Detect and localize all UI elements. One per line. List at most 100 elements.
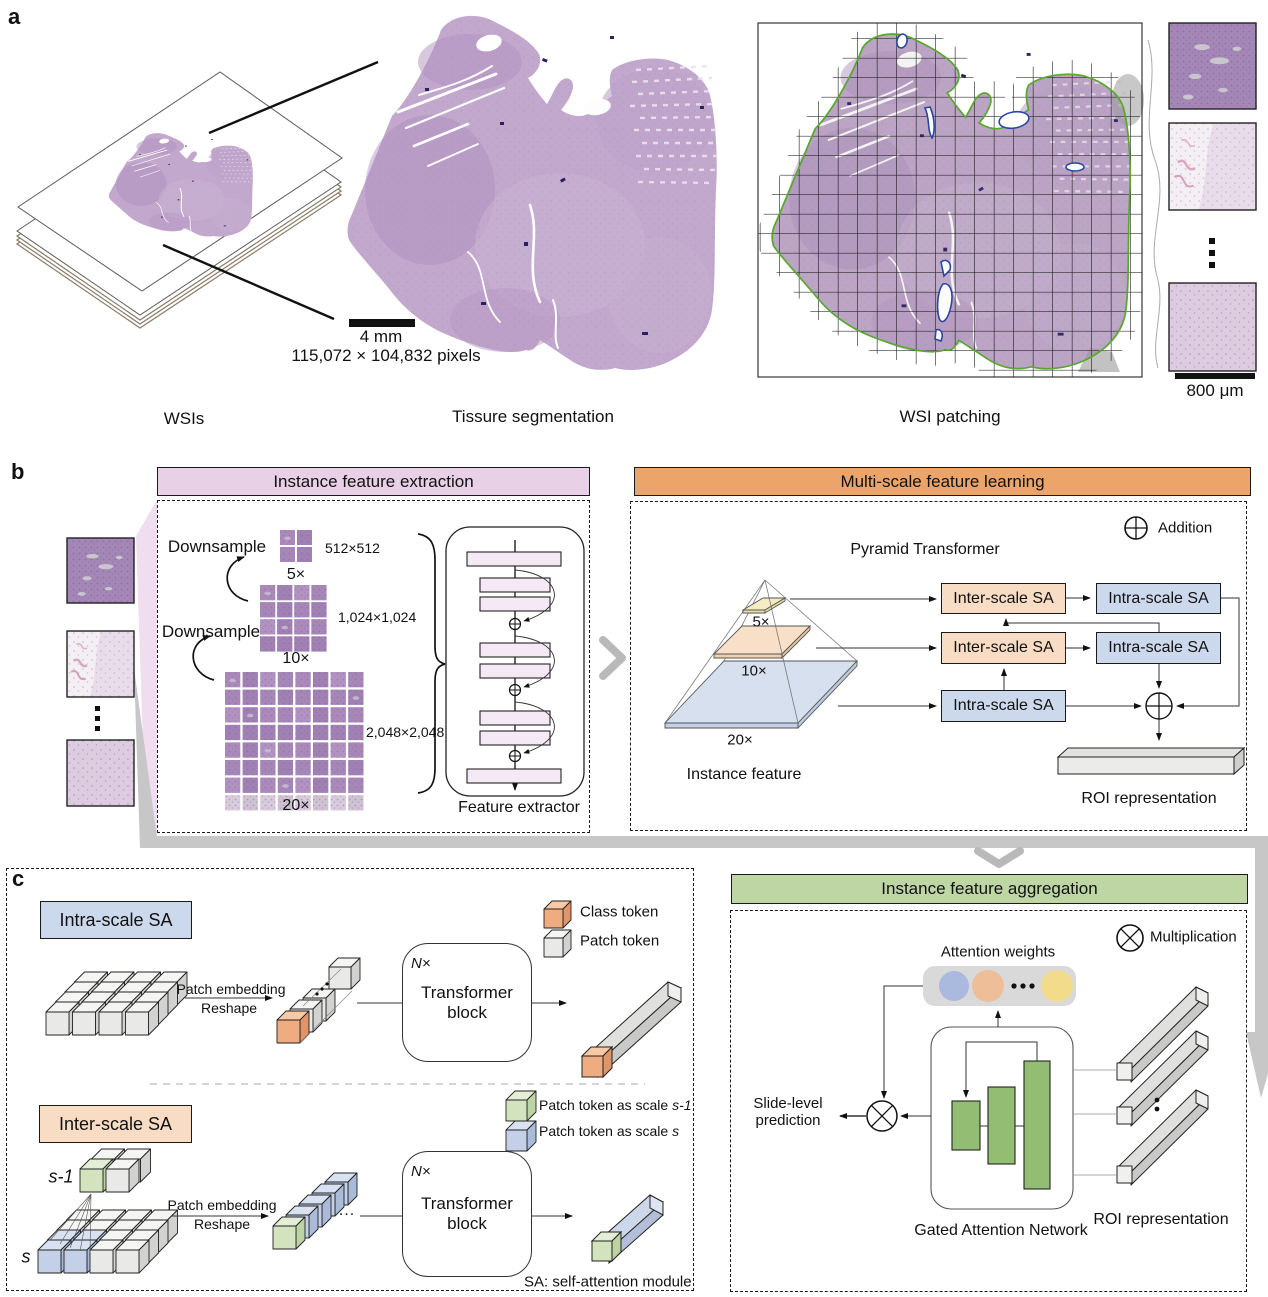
scale-bar-4mm [349, 319, 415, 327]
multiscale-grids [225, 530, 364, 811]
addition-legend-label: Addition [1158, 519, 1213, 537]
multiplication-node [866, 1100, 898, 1132]
multiscale-connections [790, 595, 1240, 741]
multiplication-icon [1116, 924, 1144, 952]
inter-scale-cur-tokens [37, 1209, 178, 1274]
ellipsis-a-column [1209, 238, 1215, 268]
pyramid-transformer-label: Pyramid Transformer [850, 540, 1000, 558]
pyramid-5x-label: 5× [752, 613, 770, 631]
intra-flow-lines [185, 995, 567, 1006]
caption-wsis: WSIs [163, 409, 205, 429]
caption-segmentation: Tissure segmentation [452, 407, 614, 427]
inter-output-bar [590, 1194, 664, 1265]
pixel-dimensions-label: 115,072 × 104,832 pixels [291, 346, 481, 366]
panel-c-label: c [12, 866, 25, 891]
roi-bars-dots [1154, 1097, 1160, 1112]
pyramid-20x-label: 20× [727, 731, 753, 749]
wsi-slide-stack [15, 60, 379, 329]
pyramid-10x-label: 10× [741, 662, 767, 680]
attention-weights-pill [923, 966, 1076, 1006]
inter-scale-sa-title-box: Inter-scale SA [39, 1105, 192, 1143]
patch-embedding-label-1: Patch embedding [176, 980, 286, 997]
inter-scale-prev-tokens [79, 1148, 151, 1193]
scale-bar-800um [1175, 373, 1255, 379]
addition-node [1145, 692, 1173, 720]
mag-10x-label: 10× [282, 649, 310, 667]
n-times-label-2: N× [411, 1163, 431, 1180]
curly-brace [417, 533, 446, 794]
size-512-label: 512×512 [325, 540, 380, 556]
aggregation-connections [839, 985, 1116, 1176]
slide-level-prediction-label: Slide-level prediction [753, 1094, 823, 1129]
intra-sequence-dots [315, 982, 329, 996]
roi-bar-b [1056, 746, 1246, 776]
flow-chevron-down [974, 847, 1024, 868]
inter-sequence-ellipsis: ... [338, 1201, 356, 1219]
extraction-header: Instance feature extraction [157, 467, 590, 496]
gated-attention-network-label: Gated Attention Network [914, 1221, 1088, 1239]
feature-extractor-label: Feature extractor [458, 798, 580, 816]
roi-bars-c [1116, 986, 1209, 1186]
mag-20x-label: 20× [282, 796, 310, 814]
sa-modules-box [6, 868, 694, 1291]
transformer-block-1: Transformer block [402, 943, 532, 1062]
mag-5x-label: 5× [286, 565, 306, 583]
inter-fan-lines [49, 1193, 92, 1254]
patch-thumbnails-b [66, 537, 135, 807]
intra-scale-sa-box-1: Intra-scale SA [1096, 583, 1221, 614]
scale-cur-label: s [21, 1246, 31, 1267]
flow-chevron-right [599, 636, 626, 680]
roi-representation-label-b: ROI representation [1081, 789, 1217, 807]
intra-output-bar [580, 981, 682, 1079]
inter-token-sequence [272, 1172, 358, 1250]
learning-header: Multi-scale feature learning [634, 467, 1251, 496]
gated-attention-network [930, 1026, 1074, 1210]
reshape-label-2: Reshape [193, 1215, 251, 1232]
roi-representation-label-c: ROI representation [1093, 1210, 1229, 1228]
reshape-label-1: Reshape [200, 999, 258, 1016]
aggregation-header: Instance feature aggregation [731, 874, 1248, 904]
patch-thumbnails-a [1168, 22, 1257, 372]
intra-token-grid [45, 971, 188, 1036]
multiplication-legend-label: Multiplication [1150, 928, 1237, 946]
intra-scale-sa-title-box: Intra-scale SA [40, 901, 192, 939]
learning-box [630, 501, 1247, 831]
pyramid [663, 579, 859, 730]
tissue-segmentation-image [348, 16, 717, 370]
attention-weights-label: Attention weights [940, 943, 1056, 961]
downsample-label-2: Downsample [161, 622, 261, 642]
inter-scale-sa-box-2: Inter-scale SA [941, 632, 1066, 664]
scale-prev-label: s-1 [48, 1166, 74, 1187]
class-token-legend: Class token [580, 903, 659, 921]
scale-bar-4mm-label: 4 mm [359, 327, 403, 347]
intra-scale-sa-box-2: Intra-scale SA [1096, 632, 1221, 664]
extraction-box [157, 500, 590, 833]
downsample-arrows [192, 556, 249, 681]
intra-scale-sa-box-3: Intra-scale SA [941, 690, 1066, 722]
ellipsis-b-column [95, 706, 100, 731]
size-2048-label: 2,048×2,048 [366, 724, 445, 740]
aggregation-box [730, 910, 1247, 1292]
patch-token-legend: Patch token [580, 932, 660, 950]
sa-note-label: SA: self-attention module [524, 1273, 692, 1291]
patch-embedding-label-2: Patch embedding [167, 1196, 277, 1213]
transformer-block-2: Transformer block [402, 1151, 532, 1277]
patch-token-prev-legend: Patch token as scale s-1 [539, 1097, 692, 1113]
caption-patching: WSI patching [899, 407, 1001, 427]
intra-token-sequence [276, 957, 361, 1044]
addition-icon [1124, 516, 1148, 540]
panel-a-label: a [8, 4, 21, 29]
scale-bar-800um-label: 800 μm [1186, 381, 1244, 401]
patch-token-cur-legend: Patch token as scale s [539, 1123, 680, 1139]
instance-feature-label: Instance feature [686, 765, 802, 783]
downsample-label-1: Downsample [167, 537, 267, 557]
token-legend-cubes [505, 900, 572, 1152]
flow-shadow [134, 500, 1268, 1098]
size-1024-label: 1,024×1,024 [338, 609, 417, 625]
panel-b-label: b [11, 459, 25, 484]
inter-scale-sa-box-1: Inter-scale SA [941, 583, 1066, 614]
feature-extractor-diagram [445, 526, 585, 797]
n-times-label-1: N× [411, 955, 431, 972]
